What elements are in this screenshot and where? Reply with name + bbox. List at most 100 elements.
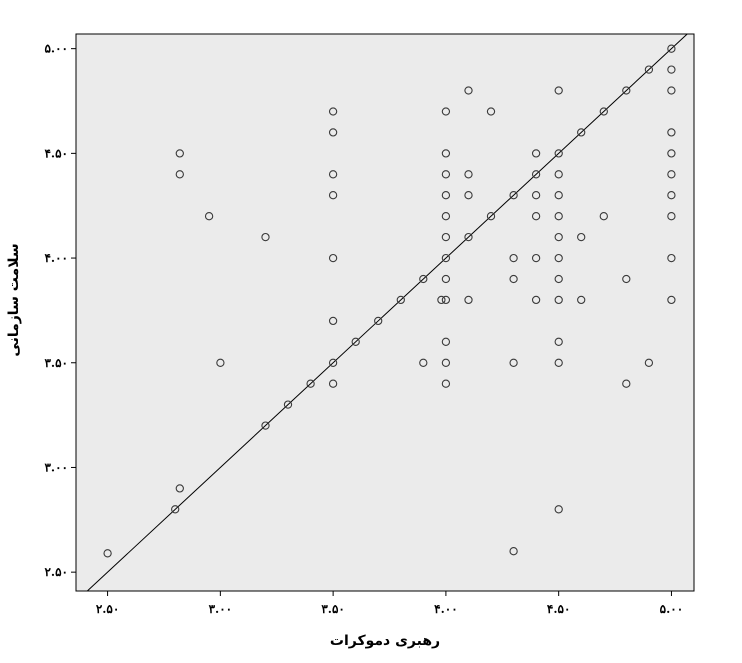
data-point xyxy=(328,316,338,326)
data-point xyxy=(441,337,451,346)
data-point xyxy=(328,358,338,367)
data-point xyxy=(554,86,563,95)
data-point xyxy=(531,170,541,179)
x-tick-label: ۵.۰۰ xyxy=(660,602,684,616)
plot-area xyxy=(75,33,695,592)
data-point xyxy=(599,107,608,116)
data-point xyxy=(509,274,518,284)
data-point xyxy=(554,337,563,346)
data-point xyxy=(306,379,315,388)
data-point xyxy=(531,212,541,221)
data-point xyxy=(531,191,541,200)
data-point xyxy=(554,212,563,221)
data-point xyxy=(175,170,184,179)
x-axis-title: رهبری دموکرات xyxy=(330,633,440,649)
data-point xyxy=(175,149,184,158)
data-point xyxy=(667,128,676,137)
data-point xyxy=(464,191,473,200)
data-point xyxy=(667,253,676,263)
y-tick-label: ۵.۰۰ xyxy=(44,42,68,56)
data-point xyxy=(554,191,563,200)
data-point xyxy=(531,295,541,305)
data-point xyxy=(171,505,180,514)
data-point xyxy=(441,358,451,367)
data-point xyxy=(667,170,676,179)
data-point xyxy=(667,86,676,95)
data-point xyxy=(667,149,676,158)
data-point xyxy=(464,86,473,95)
y-tick-label: ۳.۵۰ xyxy=(44,356,68,370)
data-point xyxy=(554,274,563,284)
data-point xyxy=(486,212,496,221)
data-point xyxy=(441,232,451,242)
data-point xyxy=(396,295,405,305)
data-point xyxy=(577,232,586,242)
data-point xyxy=(644,65,654,74)
data-point xyxy=(103,549,112,558)
y-tick-label: ۲.۵۰ xyxy=(44,565,68,579)
data-point xyxy=(441,107,451,116)
data-point xyxy=(554,149,563,158)
data-point xyxy=(328,379,338,388)
data-point xyxy=(464,295,473,305)
x-tick-label: ۴.۰۰ xyxy=(434,602,458,616)
y-axis-title: سلامت سازمانی xyxy=(6,243,22,356)
data-point xyxy=(437,295,446,305)
data-point xyxy=(441,253,451,263)
data-point xyxy=(441,212,451,221)
data-point xyxy=(328,170,338,179)
data-point xyxy=(577,128,586,137)
data-point xyxy=(622,379,631,388)
data-point xyxy=(622,86,631,95)
y-tick-label: ۴.۵۰ xyxy=(44,146,68,160)
data-point xyxy=(374,316,383,326)
data-point xyxy=(261,232,270,242)
data-point xyxy=(328,253,338,263)
x-tick-label: ۴.۵۰ xyxy=(547,602,571,616)
data-point xyxy=(667,212,676,221)
data-point xyxy=(531,149,541,158)
data-point xyxy=(441,274,451,284)
x-tick-label: ۲.۵۰ xyxy=(96,602,120,616)
data-points xyxy=(103,44,676,558)
y-tick-label: ۴.۰۰ xyxy=(44,251,68,265)
data-point xyxy=(283,400,293,409)
data-point xyxy=(509,191,518,200)
data-point xyxy=(531,253,541,263)
data-point xyxy=(554,295,563,305)
data-point xyxy=(486,107,496,116)
data-point xyxy=(464,232,473,242)
data-point xyxy=(419,274,428,284)
data-point xyxy=(441,379,451,388)
data-point xyxy=(509,547,518,556)
data-point xyxy=(441,191,451,200)
reference-line xyxy=(86,33,688,592)
data-point xyxy=(667,44,676,53)
y-tick-label: ۳.۰۰ xyxy=(44,460,68,474)
x-tick-label: ۳.۰۰ xyxy=(209,602,233,616)
data-point xyxy=(328,191,338,200)
data-point xyxy=(441,149,451,158)
data-point xyxy=(577,295,586,305)
data-point xyxy=(175,484,184,493)
data-point xyxy=(261,421,270,430)
x-tick-label: ۳.۵۰ xyxy=(321,602,345,616)
data-point xyxy=(216,358,225,367)
data-point xyxy=(554,253,563,263)
data-point xyxy=(328,107,338,116)
data-point xyxy=(644,358,654,367)
data-point xyxy=(328,128,338,137)
data-point xyxy=(554,232,563,242)
x-axis: ۲.۵۰ ۳.۰۰ ۳.۵۰ ۴.۰۰ ۴.۵۰ ۵.۰۰ xyxy=(96,591,683,616)
data-point xyxy=(554,170,563,179)
data-point xyxy=(622,274,631,284)
data-point xyxy=(509,253,518,263)
data-point xyxy=(667,191,676,200)
data-point xyxy=(667,295,676,305)
data-point xyxy=(204,212,214,221)
data-point xyxy=(419,358,428,367)
data-point xyxy=(554,505,563,514)
y-axis: ۲.۵۰ ۳.۰۰ ۳.۵۰ ۴.۰۰ ۴.۵۰ ۵.۰۰ xyxy=(44,42,76,579)
reference-line-group xyxy=(86,33,688,592)
